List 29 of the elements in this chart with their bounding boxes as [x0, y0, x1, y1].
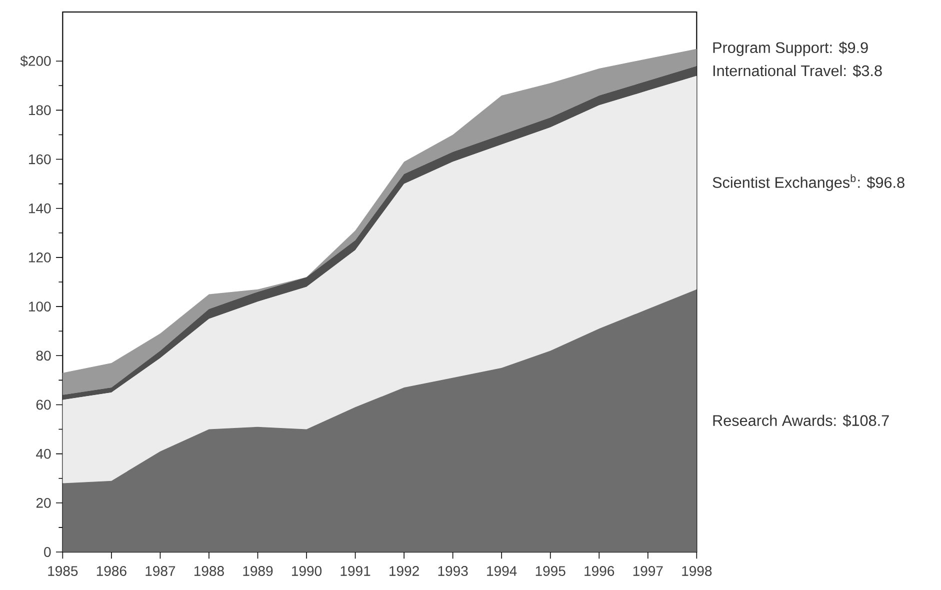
x-tick-label: 1990 [292, 566, 322, 576]
y-tick-label: $200 [20, 55, 51, 67]
y-tick-label: 140 [29, 203, 51, 214]
x-tick-label: 1985 [48, 566, 78, 576]
series-label: International Travel: $3.8 [713, 64, 882, 78]
x-tick-label: 1993 [438, 566, 468, 576]
y-tick-label: 80 [36, 350, 51, 361]
series-label: Research Awards: $108.7 [713, 414, 889, 427]
x-tick-label: 1991 [340, 566, 370, 576]
x-tick-label: 1987 [146, 566, 176, 576]
y-tick-label: 0 [44, 547, 51, 557]
x-tick-label: 1986 [96, 566, 126, 576]
x-tick-label: 1994 [487, 566, 517, 576]
x-tick-label: 1988 [194, 566, 224, 576]
series-label: Scientist Exchanges$^{b}$: $96.8 [712, 174, 904, 191]
x-tick-label: 1996 [584, 566, 614, 576]
x-tick-label: 1995 [536, 566, 566, 576]
y-tick-label: 60 [36, 400, 51, 410]
y-tick-label: 120 [29, 252, 51, 262]
series-label: Program Support: $9.9 [713, 42, 868, 56]
y-tick-label: 20 [36, 498, 51, 508]
y-tick-label: 100 [29, 302, 51, 312]
y-tick-label: 40 [36, 448, 51, 459]
x-tick-label: 1998 [682, 566, 712, 576]
x-tick-label: 1992 [390, 566, 419, 576]
x-tick-label: 1989 [243, 566, 273, 576]
y-tick-label: 160 [29, 154, 51, 164]
y-tick-label: 180 [29, 105, 51, 116]
x-tick-label: 1997 [633, 566, 663, 576]
